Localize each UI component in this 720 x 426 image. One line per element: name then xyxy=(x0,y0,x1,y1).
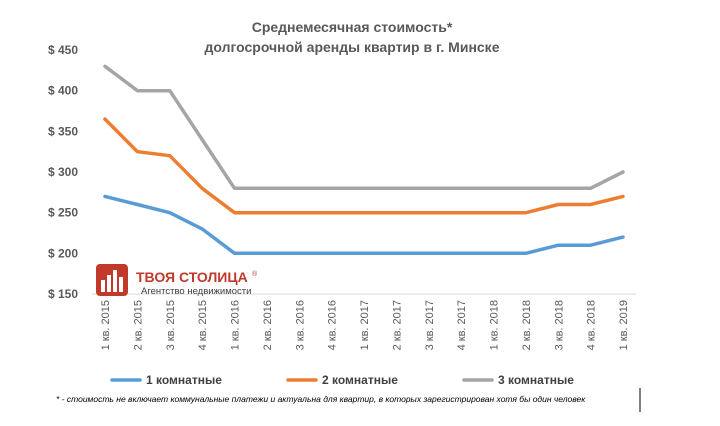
x-tick-label: 3 кв. 2017 xyxy=(424,300,436,350)
logo-registered-mark: ® xyxy=(252,270,258,278)
logo-name: ТВОЯ СТОЛИЦА xyxy=(136,269,248,285)
legend-label-1: 1 комнатные xyxy=(146,373,222,387)
x-axis: 1 кв. 2015 2 кв. 2015 3 кв. 2015 4 кв. 2015… xyxy=(100,300,630,350)
x-tick-label: 3 кв. 2018 xyxy=(553,300,565,350)
x-tick-label: 1 кв. 2019 xyxy=(618,300,630,350)
y-tick-label: $ 450 xyxy=(48,43,78,57)
series-line-3 xyxy=(103,64,625,191)
logo-building-icon xyxy=(96,264,128,296)
chart-title-line-1: Среднемесячная стоимость* xyxy=(252,19,453,35)
x-tick-label: 2 кв. 2017 xyxy=(391,300,403,350)
x-tick-label: 4 кв. 2015 xyxy=(197,300,209,350)
x-tick-label: 1 кв. 2015 xyxy=(100,300,112,350)
x-tick-label: 1 кв. 2018 xyxy=(489,300,501,350)
legend: 1 комнатные 2 комнатные 3 комнатные xyxy=(110,373,574,387)
legend-label-2: 2 комнатные xyxy=(322,373,398,387)
y-tick-label: $ 350 xyxy=(48,124,78,138)
x-tick-label: 1 кв. 2016 xyxy=(230,300,242,350)
series-line-2 xyxy=(103,117,625,215)
series-line-1 xyxy=(103,194,625,256)
y-tick-label: $ 300 xyxy=(48,165,78,179)
y-tick-label: $ 250 xyxy=(48,206,78,220)
company-logo: ТВОЯ СТОЛИЦА ® Агентство недвижимости xyxy=(96,264,258,297)
series-lines xyxy=(103,64,625,256)
x-tick-label: 4 кв. 2018 xyxy=(586,300,598,350)
legend-label-3: 3 комнатные xyxy=(498,373,574,387)
chart-title-line-2: долгосрочной аренды квартир в г. Минске xyxy=(205,39,500,55)
x-tick-label: 3 кв. 2015 xyxy=(165,300,177,350)
x-tick-label: 2 кв. 2016 xyxy=(262,300,274,350)
x-tick-label: 4 кв. 2017 xyxy=(456,300,468,350)
x-tick-label: 1 кв. 2017 xyxy=(359,300,371,350)
y-tick-label: $ 200 xyxy=(48,246,78,260)
footnote: * - стоимость не включает коммунальные п… xyxy=(56,394,586,404)
logo-subtitle: Агентство недвижимости xyxy=(141,286,251,297)
y-axis: $ 150 $ 200 $ 250 $ 300 $ 350 $ 400 $ 450 xyxy=(48,43,78,301)
x-tick-label: 2 кв. 2015 xyxy=(132,300,144,350)
x-tick-label: 3 кв. 2016 xyxy=(294,300,306,350)
x-tick-label: 2 кв. 2018 xyxy=(521,300,533,350)
y-tick-label: $ 400 xyxy=(48,84,78,98)
y-tick-label: $ 150 xyxy=(48,287,78,301)
x-tick-label: 4 кв. 2016 xyxy=(327,300,339,350)
